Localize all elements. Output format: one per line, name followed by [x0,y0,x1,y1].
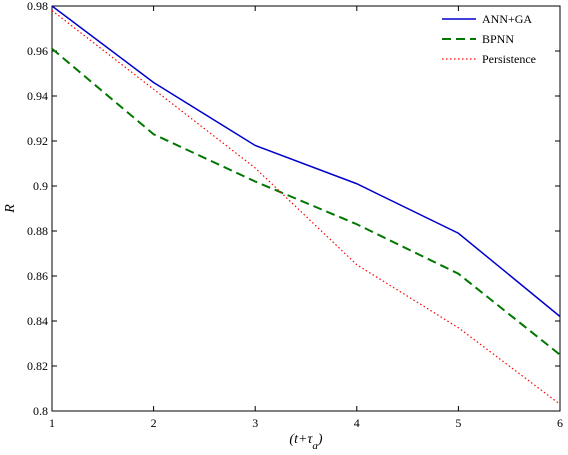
y-tick-label: 0.82 [27,359,48,373]
y-tick-label: 0.98 [27,0,48,13]
y-tick-label: 0.9 [33,179,48,193]
x-tick-label: 1 [49,416,55,430]
y-tick-label: 0.96 [27,44,48,58]
y-tick-label: 0.94 [27,89,48,103]
axis-ticks: 1 2 3 4 5 6 0.8 0.82 0.84 0.86 0.88 0.9 0.92 0.94 0.96… [27,0,563,430]
legend-label: ANN+GA [482,12,532,26]
axis-labels: R (t+τa) [3,204,323,452]
y-axis-label: R [3,204,18,214]
y-tick-label: 0.86 [27,269,48,283]
y-tick-label: 0.84 [27,314,48,328]
plot-frame [51,5,561,412]
plot-area [51,5,561,412]
legend-label: BPNN [482,32,514,46]
x-tick-label: 4 [354,416,360,430]
y-tick-label: 0.88 [27,224,48,238]
series-line-bpnn [51,47,561,356]
series-line-ann-ga [51,5,561,318]
x-tick-label: 3 [252,416,258,430]
y-tick-label: 0.92 [27,134,48,148]
x-axis-label: (t+τa) [289,432,323,452]
y-tick-label: 0.8 [33,404,48,418]
legend: ANN+GA BPNN Persistence [442,12,536,66]
series-lines [51,5,561,405]
legend-label: Persistence [482,52,536,66]
x-tick-label: 6 [557,416,563,430]
x-tick-label: 2 [151,416,157,430]
x-tick-label: 5 [455,416,461,430]
